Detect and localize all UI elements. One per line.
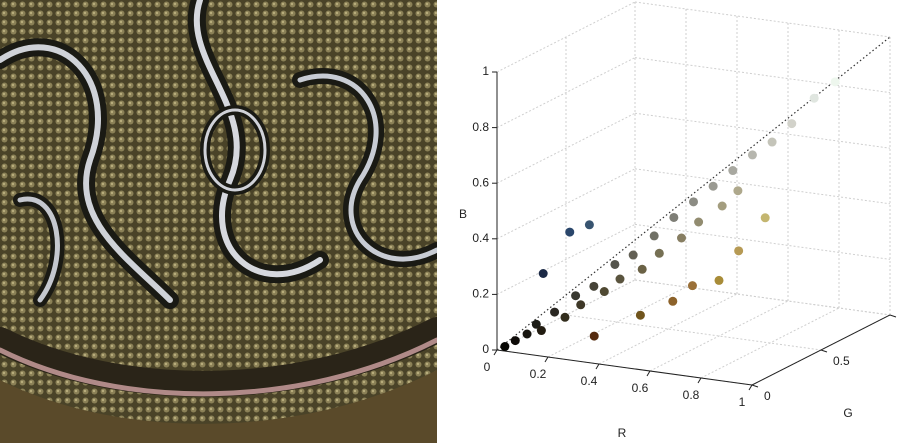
data-point — [687, 281, 697, 291]
grid-line — [634, 1, 891, 38]
grid-line — [634, 57, 891, 94]
data-point — [714, 275, 724, 285]
data-point — [531, 319, 541, 329]
z-tick-label: 1 — [482, 64, 489, 78]
data-point — [610, 259, 620, 269]
x-tick-label: 0.6 — [632, 381, 649, 395]
data-point — [615, 274, 625, 284]
data-point — [536, 326, 546, 336]
z-tick-label: 0.2 — [472, 287, 489, 301]
data-point — [637, 264, 647, 274]
data-point — [830, 77, 840, 87]
data-point — [522, 329, 532, 339]
x-tick — [748, 384, 753, 391]
x-tick-label: 0 — [484, 360, 491, 374]
y-tick-label: 0.5 — [833, 354, 850, 368]
x-axis-label: R — [618, 426, 627, 440]
y-tick — [820, 349, 828, 353]
z-tick-label: 0 — [482, 342, 489, 356]
grid-line — [634, 168, 891, 205]
grid-line — [496, 1, 636, 73]
grid-line — [496, 223, 636, 295]
x-axis — [496, 349, 753, 386]
z-axis-label: B — [459, 207, 467, 221]
data-point — [747, 150, 757, 160]
data-point — [760, 213, 770, 223]
x-tick — [544, 356, 549, 363]
data-point — [649, 231, 659, 241]
grid-line — [634, 279, 891, 316]
data-point — [787, 119, 797, 129]
x-tick — [595, 363, 600, 370]
data-point — [576, 300, 586, 310]
x-tick — [646, 370, 651, 377]
x-tick-label: 0.4 — [581, 374, 598, 388]
data-point — [589, 281, 599, 291]
data-point — [510, 336, 520, 346]
x-tick-label: 0.8 — [683, 388, 700, 402]
grid-line — [649, 300, 789, 372]
x-tick-label: 0.2 — [530, 367, 547, 381]
data-point — [628, 250, 638, 260]
y-tick-label: 0 — [764, 389, 771, 403]
grid-line — [496, 168, 636, 240]
data-point — [550, 307, 560, 317]
x-tick — [697, 377, 702, 384]
photo — [0, 0, 437, 443]
y-tick — [889, 314, 897, 318]
data-point — [767, 137, 777, 147]
grid-line — [547, 286, 687, 358]
data-point — [717, 201, 727, 211]
y-axis-label: G — [843, 406, 852, 420]
grid-line — [598, 293, 738, 365]
data-point — [689, 197, 698, 207]
y-tick — [751, 384, 759, 388]
data-point — [599, 287, 609, 297]
data-point — [654, 248, 664, 258]
data-point — [694, 217, 704, 227]
z-tick-label: 0.8 — [472, 120, 489, 134]
data-point — [584, 220, 594, 230]
data-point — [728, 166, 738, 176]
data-point — [560, 312, 570, 322]
data-point — [809, 93, 819, 103]
data-point — [571, 291, 581, 301]
data-point — [589, 331, 599, 341]
data-point — [669, 212, 679, 222]
grid-line — [496, 57, 636, 129]
grid-line — [634, 112, 891, 149]
data-point — [565, 227, 575, 237]
data-point — [677, 233, 686, 243]
data-point — [734, 246, 744, 256]
diagonal — [496, 36, 891, 351]
grid-line — [496, 112, 636, 184]
data-point — [668, 296, 678, 306]
x-tick-label: 1 — [739, 395, 746, 409]
data-point — [708, 181, 718, 191]
z-tick-label: 0.6 — [472, 175, 489, 189]
data-point — [500, 342, 510, 352]
data-point — [733, 186, 743, 196]
x-tick — [493, 349, 498, 356]
grid-line — [565, 314, 822, 351]
z-tick-label: 0.4 — [472, 231, 489, 245]
grid-line — [634, 223, 891, 260]
data-point — [538, 269, 548, 278]
data-point — [635, 310, 645, 320]
